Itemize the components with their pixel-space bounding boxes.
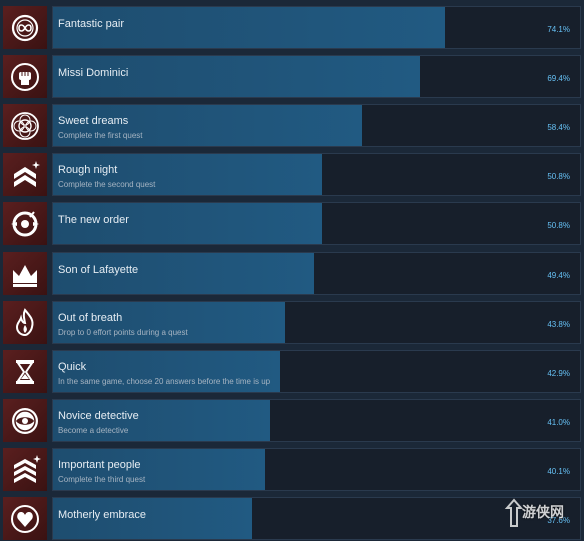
flame-icon [15, 307, 34, 336]
achievement-icon-box [3, 497, 47, 540]
achievement-title: Out of breath [58, 312, 123, 324]
progress-track: The new order 50.8% [52, 202, 581, 245]
achievement-description: Complete the third quest [58, 475, 146, 484]
achievement-title: Sweet dreams [58, 115, 129, 127]
progress-fill [53, 498, 252, 539]
achievement-icon-box [3, 448, 47, 491]
progress-fill [53, 154, 322, 195]
progress-track: Fantastic pair 74.1% [52, 6, 581, 49]
achievement-title: Important people [58, 459, 141, 471]
achievement-percent: 40.1% [547, 467, 570, 476]
achievement-title: The new order [58, 214, 129, 226]
achievement-percent: 50.8% [547, 221, 570, 230]
progress-fill [53, 203, 322, 244]
infinity-medallion-icon [11, 14, 39, 41]
achievement-icon-box [3, 399, 47, 442]
progress-fill [53, 449, 266, 490]
progress-track: Rough night Complete the second quest 50.8… [52, 153, 581, 196]
achievement-icon-box [3, 55, 47, 98]
progress-track: Important people Complete the third quest… [52, 448, 581, 491]
achievement-row: Novice detective Become a detective 41.0% [3, 399, 581, 442]
progress-track: Novice detective Become a detective 41.0% [52, 399, 581, 442]
progress-fill [53, 56, 421, 97]
achievement-description: Complete the second quest [58, 180, 156, 189]
progress-track: Out of breath Drop to 0 effort points dur… [52, 301, 581, 344]
achievement-description: Complete the first quest [58, 131, 143, 140]
progress-fill [53, 7, 445, 48]
achievement-icon-box [3, 6, 47, 49]
achievement-title: Novice detective [58, 410, 139, 422]
triple-chevron-rank-icon [14, 454, 41, 483]
progress-track: Quick In the same game, choose 20 answers… [52, 350, 581, 393]
achievement-percent: 37.6% [547, 516, 570, 525]
achievement-icon-box [3, 252, 47, 295]
achievement-description: In the same game, choose 20 answers befo… [58, 377, 271, 386]
achievement-percent: 69.4% [547, 74, 570, 83]
double-chevron-rank-icon [14, 160, 40, 187]
progress-fill [53, 105, 362, 146]
achievement-title: Motherly embrace [58, 509, 147, 521]
progress-fill [53, 351, 280, 392]
progress-fill [53, 253, 315, 294]
achievement-percent: 42.9% [547, 369, 570, 378]
achievement-percent: 50.8% [547, 172, 570, 181]
achievement-row: Out of breath Drop to 0 effort points dur… [3, 301, 581, 344]
achievement-percent: 74.1% [547, 25, 570, 34]
achievement-percent: 58.4% [547, 123, 570, 132]
achievement-title: Son of Lafayette [58, 264, 139, 276]
achievement-icon-box [3, 104, 47, 147]
eye-seal-icon [12, 407, 38, 434]
achievement-description: Drop to 0 effort points during a quest [58, 328, 188, 337]
achievement-row: Son of Lafayette 49.4% [3, 252, 581, 295]
achievement-row: The new order 50.8% [3, 202, 581, 245]
achievement-row: Motherly embrace 37.6% [3, 497, 581, 540]
achievement-percent: 49.4% [547, 271, 570, 280]
raised-fist-icon [11, 62, 39, 91]
achievement-description: Become a detective [58, 426, 129, 435]
achievement-title: Quick [58, 361, 87, 373]
progress-track: Son of Lafayette 49.4% [52, 252, 581, 295]
achievement-title: Missi Dominici [58, 67, 129, 79]
hourglass-icon [16, 359, 34, 384]
achievement-row: Fantastic pair 74.1% [3, 6, 581, 49]
progress-fill [53, 400, 270, 441]
achievement-title: Fantastic pair [58, 18, 125, 30]
achievement-row: Sweet dreams Complete the first quest 58.4… [3, 104, 581, 147]
achievement-icon-box [3, 153, 47, 196]
achievement-percent: 41.0% [547, 418, 570, 427]
achievement-row: Rough night Complete the second quest 50.8… [3, 153, 581, 196]
dreamcatcher-icon [11, 111, 39, 140]
target-ring-icon [11, 210, 39, 236]
achievement-title: Rough night [58, 164, 118, 176]
achievement-percent: 43.8% [547, 320, 570, 329]
achievement-row: Quick In the same game, choose 20 answers… [3, 350, 581, 393]
crown-icon [13, 264, 37, 287]
progress-track: Sweet dreams Complete the first quest 58.4… [52, 104, 581, 147]
progress-track: Motherly embrace 37.6% [52, 497, 581, 540]
achievement-icon-box [3, 202, 47, 245]
achievement-icon-box [3, 350, 47, 393]
achievement-icon-box [3, 301, 47, 344]
heart-diamond-icon [11, 504, 39, 533]
progress-track: Missi Dominici 69.4% [52, 55, 581, 98]
achievement-row: Important people Complete the third quest… [3, 448, 581, 491]
progress-fill [53, 302, 285, 343]
achievement-row: Missi Dominici 69.4% [3, 55, 581, 98]
